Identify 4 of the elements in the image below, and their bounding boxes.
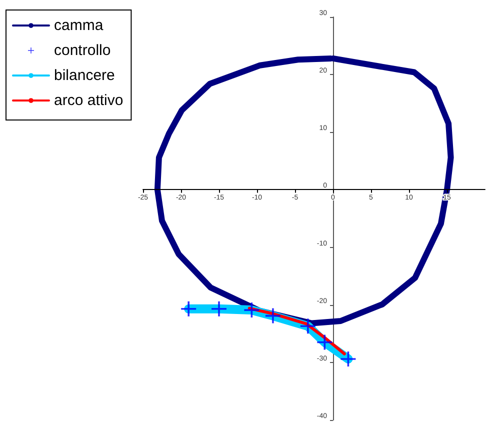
legend-label: arco attivo <box>54 92 124 109</box>
legend-label: bilancere <box>54 67 115 84</box>
legend-label: controllo <box>54 42 111 59</box>
legend-label: camma <box>54 17 104 34</box>
